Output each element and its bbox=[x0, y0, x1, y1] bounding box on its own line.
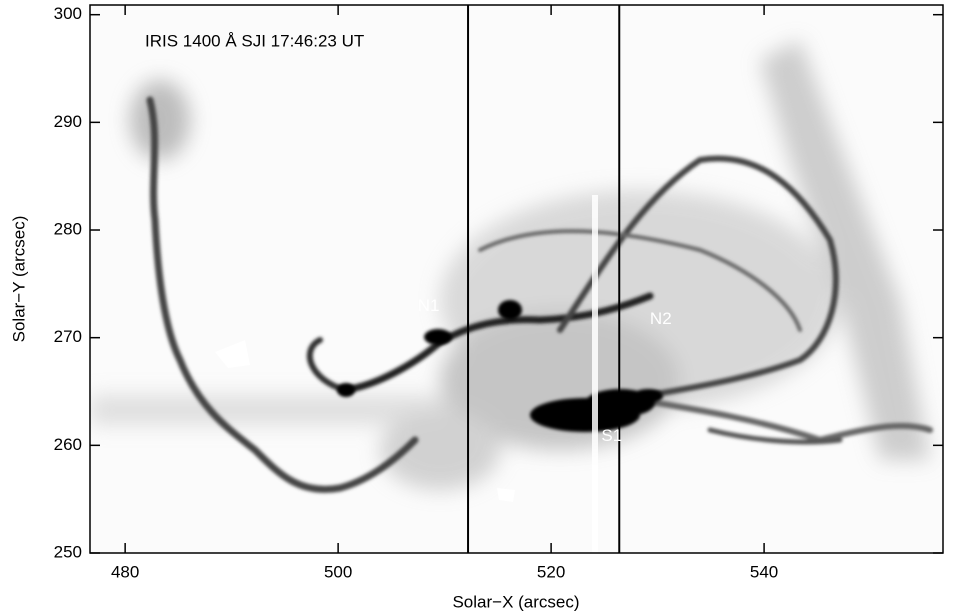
annotation: N1 bbox=[418, 296, 440, 315]
x-tick-label: 520 bbox=[537, 562, 565, 581]
y-axis-label: Solar−Y (arcsec) bbox=[9, 216, 28, 343]
x-tick-label: 500 bbox=[324, 562, 352, 581]
x-tick-label: 540 bbox=[750, 562, 778, 581]
y-tick-label: 290 bbox=[54, 112, 82, 131]
solar-image bbox=[90, 5, 943, 553]
image-title: IRIS 1400 Å SJI 17:46:23 UT bbox=[145, 31, 364, 50]
page: IRIS 1400 Å SJI 17:46:23 UT Solar−X (arc… bbox=[0, 0, 956, 614]
y-tick-label: 280 bbox=[54, 219, 82, 238]
x-tick-label: 480 bbox=[111, 562, 139, 581]
x-axis-label: Solar−X (arcsec) bbox=[452, 592, 579, 611]
annotation: S1 bbox=[601, 426, 622, 445]
annotation: N2 bbox=[650, 309, 672, 328]
y-tick-label: 270 bbox=[54, 327, 82, 346]
y-tick-label: 250 bbox=[54, 542, 82, 561]
y-tick-label: 300 bbox=[54, 4, 82, 23]
y-tick-label: 260 bbox=[54, 435, 82, 454]
chart: IRIS 1400 Å SJI 17:46:23 UT Solar−X (arc… bbox=[0, 0, 956, 614]
